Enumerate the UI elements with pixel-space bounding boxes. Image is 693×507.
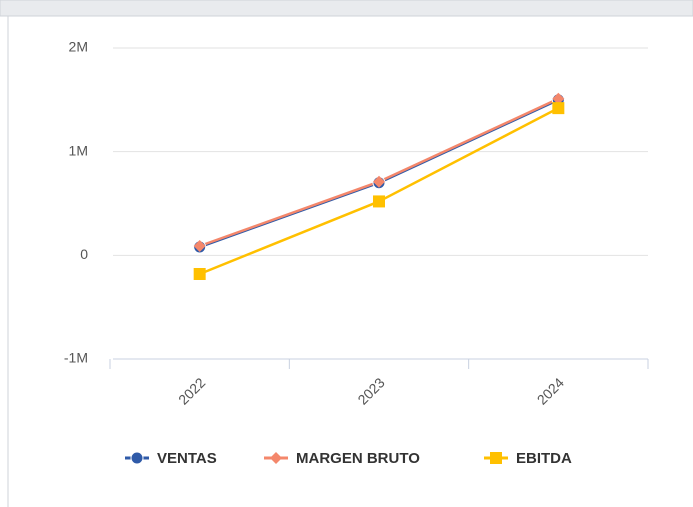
data-point — [552, 92, 565, 105]
legend-marker — [270, 452, 282, 464]
legend-label: VENTAS — [157, 450, 217, 467]
y-tick-label: -1M — [64, 350, 88, 366]
series-line — [199, 107, 559, 276]
data-point — [193, 267, 206, 280]
x-tick-label: 2024 — [534, 374, 567, 407]
legend-marker — [490, 452, 502, 464]
x-tick-label: 2023 — [354, 374, 387, 407]
top-bar — [0, 0, 693, 17]
data-point — [193, 240, 206, 253]
x-tick-label: 2022 — [175, 374, 208, 407]
data-point — [373, 195, 385, 208]
y-tick-label: 2M — [69, 39, 88, 55]
data-point — [373, 175, 385, 188]
y-tick-label: 1M — [69, 142, 88, 158]
series-line — [199, 97, 559, 248]
data-point — [552, 102, 565, 115]
series-line — [199, 98, 559, 249]
legend-marker — [130, 451, 144, 465]
legend-label: MARGEN BRUTO — [296, 450, 420, 467]
y-tick-label: 0 — [80, 246, 88, 262]
legend-label: EBITDA — [516, 450, 572, 467]
